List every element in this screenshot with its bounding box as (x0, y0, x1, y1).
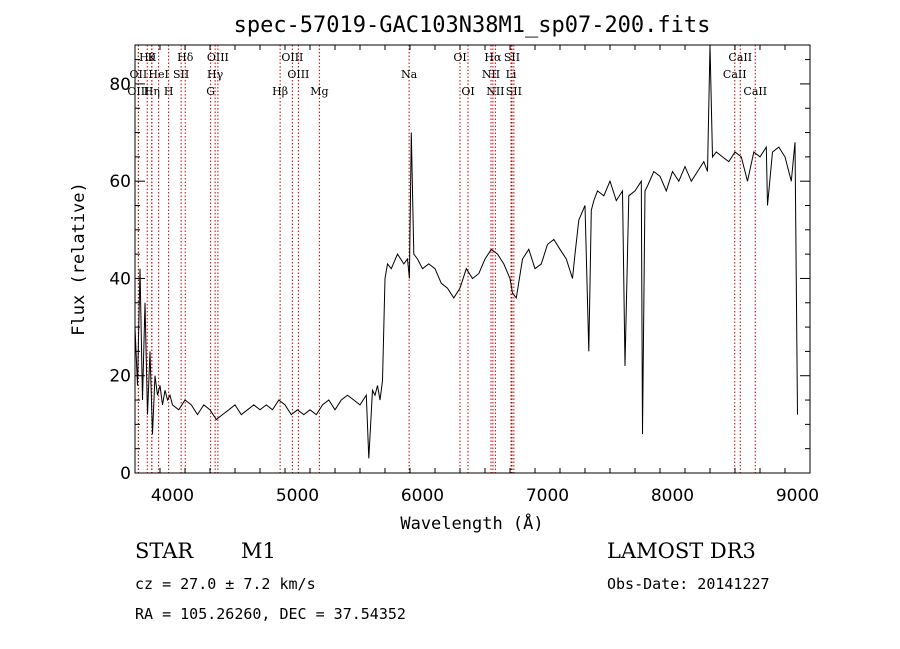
y-tick-label-20: 20 (109, 367, 131, 387)
chart-title: spec-57019-GAC103N38M1_sp07-200.fits (234, 13, 711, 38)
line-label-12: Hβ (272, 85, 288, 98)
line-label-13: OIII (281, 51, 303, 64)
line-label-26: CaII (723, 68, 747, 81)
line-label-17: OI (453, 51, 466, 64)
y-axis-label: Flux (relative) (69, 182, 89, 336)
line-label-21: NII (486, 85, 504, 98)
observation-date: Obs-Date: 20141227 (607, 575, 770, 593)
line-label-23: Li (506, 68, 517, 81)
x-tick-label-6000: 6000 (401, 486, 444, 506)
x-tick-label-7000: 7000 (526, 486, 569, 506)
object-subclass: M1 (241, 539, 276, 563)
y-tick-label-0: 0 (120, 464, 131, 484)
survey-name: LAMOST DR3 (607, 539, 756, 563)
line-label-15: Mg (310, 85, 328, 98)
line-label-11: G (206, 85, 215, 98)
y-tick-label-80: 80 (109, 75, 131, 95)
line-label-25: CaII (728, 51, 752, 64)
x-axis-label: Wavelength (Å) (400, 512, 543, 534)
line-label-5: Hη (144, 85, 160, 98)
y-axis-ticks: 0 20 40 60 80 (109, 59, 810, 484)
line-label-8: Hδ (177, 51, 194, 64)
y-tick-label-60: 60 (109, 172, 131, 192)
spectral-line-markers (137, 45, 756, 473)
spectrum-line-0 (134, 44, 798, 459)
line-label-0: Hθ (139, 51, 156, 64)
x-axis-ticks: 4000 5000 6000 7000 8000 9000 (134, 45, 819, 506)
line-label-19: Hα (484, 51, 502, 64)
line-label-16: Na (401, 68, 418, 81)
redshift-cz: cz = 27.0 ± 7.2 km/s (135, 575, 316, 593)
line-label-7: SII (173, 68, 189, 81)
line-label-6: H (164, 85, 174, 98)
line-label-27: CaII (743, 85, 767, 98)
spectrum-series (134, 44, 798, 459)
line-label-4: HeI (148, 68, 168, 81)
line-label-10: Hγ (207, 68, 224, 81)
line-label-18: OI (461, 85, 474, 98)
x-tick-label-9000: 9000 (776, 486, 819, 506)
x-tick-label-4000: 4000 (151, 486, 194, 506)
line-label-22: SII (504, 51, 520, 64)
object-class: STAR (135, 539, 194, 563)
coordinates: RA = 105.26260, DEC = 37.54352 (135, 605, 406, 623)
line-label-3: K (148, 51, 157, 64)
line-label-1: OII (130, 68, 148, 81)
x-tick-label-8000: 8000 (651, 486, 694, 506)
x-tick-label-5000: 5000 (276, 486, 319, 506)
line-label-2: OIII (127, 85, 149, 98)
y-tick-label-40: 40 (109, 269, 131, 289)
line-label-14: OIII (287, 68, 309, 81)
line-label-20: NII (482, 68, 500, 81)
plot-frame (134, 44, 811, 474)
line-label-9: OIII (207, 51, 229, 64)
line-label-24: SII (506, 85, 522, 98)
